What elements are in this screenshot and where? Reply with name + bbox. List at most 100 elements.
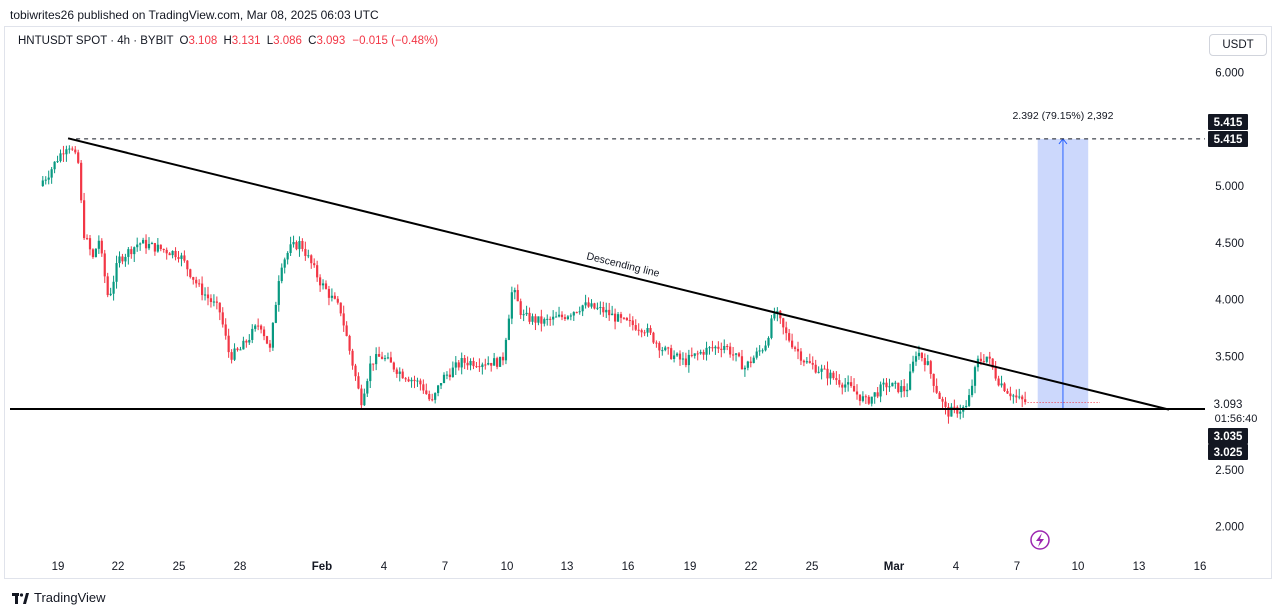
- candle-body: [926, 361, 929, 365]
- low-label: L: [266, 35, 274, 47]
- candle-body: [935, 385, 938, 393]
- candle-body: [805, 361, 808, 363]
- time-tick: 10: [501, 561, 514, 573]
- candle-body: [115, 263, 118, 282]
- candle-body: [929, 361, 932, 374]
- candle-body: [463, 358, 466, 363]
- candle-body: [380, 356, 384, 359]
- candle-body: [392, 362, 395, 370]
- candle-body: [71, 148, 74, 150]
- candle-body: [413, 379, 416, 382]
- symbol-label: HNTUSDT SPOT · 4h · BYBIT: [18, 35, 174, 47]
- candle-body: [752, 357, 755, 364]
- candle-body: [838, 380, 841, 385]
- candle-body: [289, 244, 292, 253]
- candle-body: [690, 354, 693, 356]
- candle-body: [130, 249, 133, 255]
- candle-body: [746, 361, 749, 368]
- candle-body: [655, 342, 658, 344]
- candle-body: [832, 372, 835, 379]
- price-tick: 4.000: [1215, 295, 1244, 307]
- candle-body: [891, 382, 894, 387]
- candle-body: [531, 316, 534, 322]
- candle-body: [670, 348, 673, 359]
- price-tag-target: 5.415: [1214, 134, 1243, 146]
- candle-body: [956, 407, 959, 414]
- candle-body: [162, 248, 165, 250]
- candle-body: [434, 393, 437, 400]
- price-axis: 2.000 2.500 3.500 4.000 4.500 5.000 6.000: [1215, 68, 1244, 534]
- candle-body: [475, 366, 478, 368]
- candle-body: [333, 295, 336, 299]
- candle-body: [56, 161, 59, 163]
- candle-body: [94, 248, 97, 258]
- candle-body: [1006, 391, 1009, 394]
- candle-body: [153, 243, 156, 252]
- candle-body: [1000, 383, 1003, 386]
- candle-body: [493, 358, 496, 366]
- candle-body: [850, 382, 853, 386]
- candle-body: [106, 276, 109, 296]
- candle-body: [109, 293, 112, 296]
- candle-body: [678, 353, 682, 360]
- descending-trendline: [67, 137, 1170, 411]
- footer-brand: TradingView: [34, 590, 106, 605]
- price-tag-target-top: 5.415: [1214, 117, 1243, 129]
- candle-body: [737, 353, 741, 357]
- candle-body: [761, 350, 764, 352]
- price-tag-target-top-bg: [1208, 114, 1248, 130]
- candle-body: [324, 283, 328, 289]
- open-label: O: [179, 35, 189, 47]
- candle-body: [687, 354, 690, 366]
- candle-body: [366, 381, 369, 394]
- candle-body: [375, 354, 378, 365]
- candle-body: [136, 244, 139, 248]
- price-tag-support-bg: [1208, 444, 1248, 460]
- candle-body: [112, 281, 115, 294]
- candle-body: [360, 388, 363, 406]
- candle-body: [236, 348, 239, 351]
- candle-body: [83, 200, 86, 239]
- time-tick: 25: [806, 561, 819, 573]
- candle-body: [354, 365, 357, 377]
- candle-body: [150, 243, 154, 245]
- candle-body: [65, 149, 68, 155]
- candle-body: [457, 362, 460, 368]
- currency-button[interactable]: USDT: [1209, 34, 1267, 56]
- candle-body: [301, 240, 304, 249]
- candle-body: [513, 290, 516, 293]
- candle-body: [383, 358, 387, 360]
- candle-body: [900, 386, 903, 393]
- candle-body: [484, 364, 487, 366]
- candle-body: [841, 384, 844, 388]
- candle-body: [77, 152, 80, 163]
- candle-body: [186, 260, 189, 270]
- candle-body: [575, 312, 578, 314]
- candle-body: [720, 348, 723, 350]
- candle-body: [507, 318, 510, 340]
- candle-body: [203, 294, 207, 296]
- candle-body: [684, 358, 687, 366]
- candle-body: [826, 368, 829, 379]
- measure-label: 2.392 (79.15%) 2,392: [1012, 110, 1113, 122]
- candle-body: [959, 411, 962, 414]
- candle-body: [808, 361, 811, 363]
- candle-body: [404, 378, 407, 380]
- candle-body: [587, 302, 590, 307]
- candle-body: [755, 351, 758, 358]
- candle-body: [566, 316, 569, 320]
- candle-body: [118, 256, 121, 264]
- candle-body: [147, 243, 151, 249]
- candle-body: [174, 250, 177, 258]
- candle-body: [342, 313, 345, 326]
- candle-body: [389, 357, 392, 363]
- candle-body: [1015, 395, 1018, 398]
- candle-body: [304, 248, 307, 256]
- chart-pane[interactable]: [4, 26, 1272, 579]
- close-value: 3.093: [316, 35, 346, 47]
- time-tick: 19: [52, 561, 65, 573]
- candle-body: [53, 161, 56, 170]
- candle-body: [861, 396, 864, 401]
- candle-body: [702, 351, 705, 355]
